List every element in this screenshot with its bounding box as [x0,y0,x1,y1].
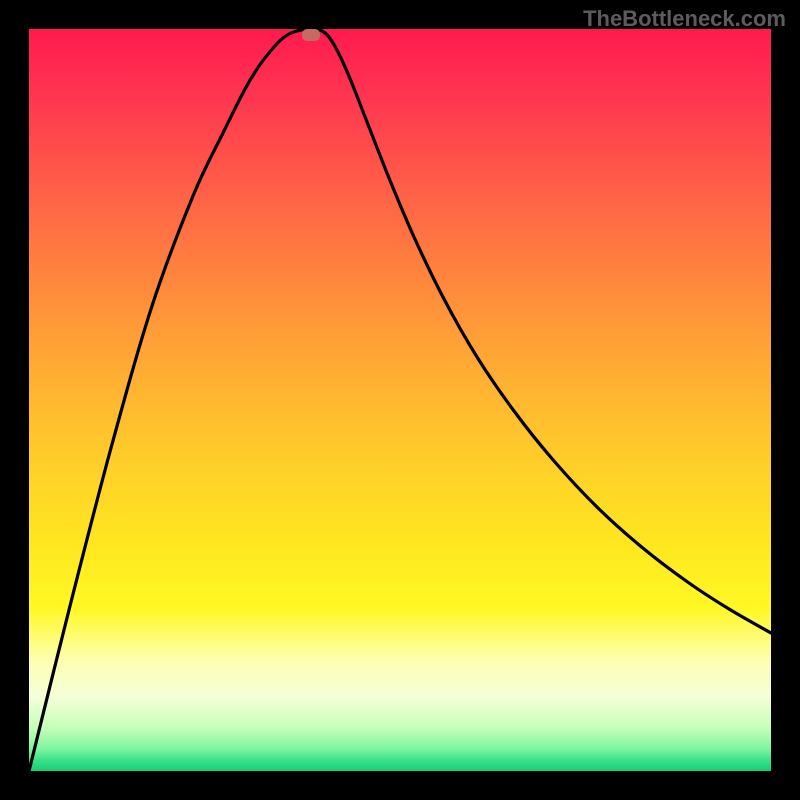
bottleneck-chart [0,0,800,800]
watermark-text: TheBottleneck.com [583,6,786,32]
sweet-spot-marker [302,29,320,41]
plot-area [29,29,771,771]
gradient-background [29,29,771,771]
